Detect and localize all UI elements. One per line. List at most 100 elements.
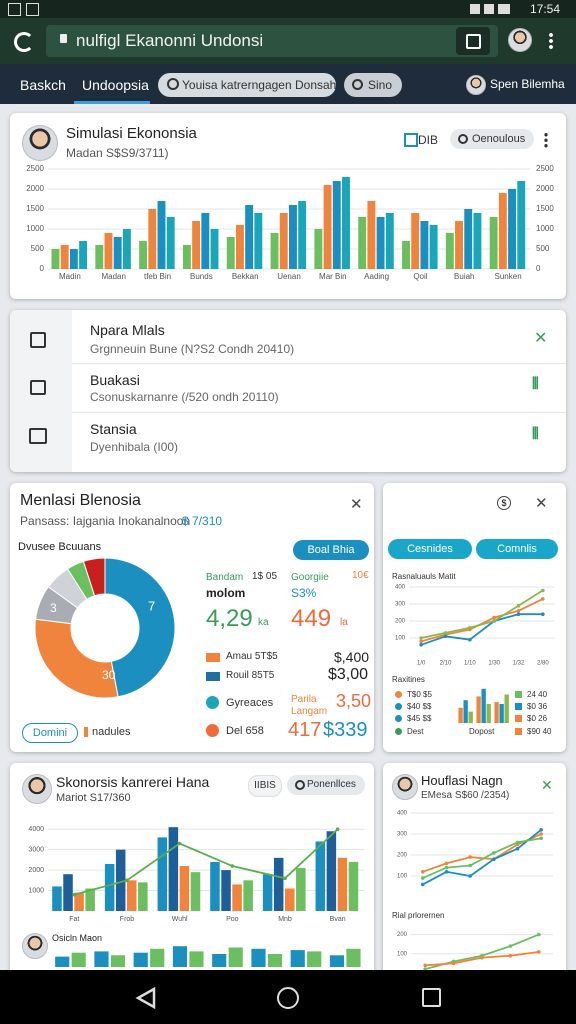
close-icon[interactable]: ✕ xyxy=(350,496,363,513)
item-subtitle: Csonuskarnanre (/520 ondh 20110) xyxy=(90,390,279,404)
x-tick-label: Frob xyxy=(120,916,135,923)
bar xyxy=(172,946,188,967)
line-point xyxy=(230,864,235,868)
bar xyxy=(115,849,126,911)
bar xyxy=(138,882,148,911)
close-icon[interactable]: ✕ xyxy=(535,495,548,512)
bar xyxy=(342,177,350,269)
bar xyxy=(337,857,348,911)
bar xyxy=(139,241,148,269)
tab-button[interactable] xyxy=(456,27,490,55)
profile-avatar[interactable] xyxy=(508,28,532,52)
tab-underline xyxy=(74,101,150,104)
line-point xyxy=(335,827,340,832)
address-field[interactable]: nulfigl Ekanonni Undonsi xyxy=(46,25,498,57)
legend-value: 417 xyxy=(288,719,322,741)
search-button[interactable]: Sino xyxy=(344,73,402,97)
bar xyxy=(420,221,429,269)
browser-logo[interactable] xyxy=(14,32,34,52)
button[interactable]: Comnlis xyxy=(476,539,558,559)
line-point xyxy=(468,863,472,868)
stat-value: 4,29 xyxy=(206,605,253,632)
button[interactable]: Oenoulous xyxy=(450,129,534,149)
list-icon xyxy=(30,380,46,395)
bar xyxy=(201,213,210,269)
bar xyxy=(51,249,60,269)
legend-value: $90 40 xyxy=(527,727,552,736)
button[interactable]: Boal Bhia xyxy=(293,540,369,560)
menu-dots[interactable] xyxy=(549,32,553,50)
line-point xyxy=(539,836,543,840)
line-point xyxy=(419,639,423,644)
bar xyxy=(270,233,279,269)
line-point xyxy=(516,609,521,613)
recents-button[interactable] xyxy=(422,988,441,1007)
bar xyxy=(476,696,481,723)
legend-item: $45 $$ xyxy=(407,714,432,723)
line-point xyxy=(419,636,423,640)
bars-icon[interactable]: ⫴ xyxy=(532,426,539,443)
bar xyxy=(279,213,288,269)
card-subtitle: Madan S$S9/3711) xyxy=(66,146,169,160)
card-subtitle: EMesa S$60 /2354) xyxy=(421,790,510,801)
home-button[interactable] xyxy=(277,987,299,1009)
x-tick-label: 2/80 xyxy=(537,661,549,667)
item-title[interactable]: Stansia xyxy=(90,421,137,437)
chart-title: Rasnaluauls Matit xyxy=(392,572,456,581)
bars-icon[interactable]: ⫴ xyxy=(532,376,539,393)
menu-dots[interactable] xyxy=(544,132,548,148)
x-tick-label: 1/32 xyxy=(513,661,525,667)
bar xyxy=(60,245,69,269)
close-icon[interactable]: ✕ xyxy=(541,777,553,793)
bar xyxy=(307,951,322,967)
x-tick-label: Wuhl xyxy=(172,916,188,923)
bar xyxy=(210,861,220,911)
stat-name: molom xyxy=(206,586,246,600)
button[interactable]: Cesnides xyxy=(388,539,472,559)
y-tick-label: 2000 xyxy=(536,184,554,193)
bar xyxy=(245,205,254,269)
close-icon[interactable]: ✕ xyxy=(534,330,548,347)
search-field[interactable]: Youisa katrerngagen Donsah xyxy=(158,73,336,97)
back-button[interactable] xyxy=(134,986,158,1010)
line-chart: 100 200 xyxy=(397,932,553,971)
tab[interactable]: Baskch xyxy=(20,77,66,93)
bar xyxy=(210,229,219,269)
button-label[interactable]: DIB xyxy=(418,133,439,147)
legend-swatch xyxy=(84,727,88,737)
line-series xyxy=(422,837,542,879)
x-tick-label: Qoil xyxy=(413,272,427,281)
x-tick-label: Mnb xyxy=(278,916,292,923)
button[interactable]: IIBIS xyxy=(248,775,282,797)
browser-bar: nulfigl Ekanonni Undonsi xyxy=(0,18,576,64)
legend-name: Rouil 85T5 xyxy=(226,670,275,681)
bar xyxy=(74,892,84,911)
bar xyxy=(232,884,242,911)
user-name[interactable]: Spen Bilemha xyxy=(490,77,565,91)
item-title[interactable]: Npara Mlals xyxy=(90,322,165,338)
legend-dot xyxy=(395,715,402,722)
item-title[interactable]: Buakasi xyxy=(90,372,140,388)
bar xyxy=(326,831,337,911)
line-series xyxy=(420,613,543,646)
legend-value: $,400 xyxy=(334,649,370,665)
legend-name: Del 658 xyxy=(226,725,264,737)
button[interactable]: Domini xyxy=(22,723,78,743)
user-avatar[interactable] xyxy=(466,75,486,95)
info-icon[interactable]: $ xyxy=(497,496,511,510)
x-tick-label: Madan xyxy=(101,272,125,281)
bar xyxy=(221,870,231,911)
y-tick-label: 300 xyxy=(397,832,408,838)
line-point xyxy=(539,832,543,836)
tab-active[interactable]: Undoopsia xyxy=(82,77,149,93)
line-point xyxy=(283,876,287,881)
y-tick-label: 4000 xyxy=(28,826,44,833)
legend-swatch xyxy=(206,672,220,681)
y-tick-label: 100 xyxy=(397,874,408,880)
line-point xyxy=(468,626,472,630)
line-series xyxy=(422,829,542,886)
bar xyxy=(228,947,243,967)
bar xyxy=(179,866,190,911)
button[interactable]: Ponenllces xyxy=(287,775,365,795)
